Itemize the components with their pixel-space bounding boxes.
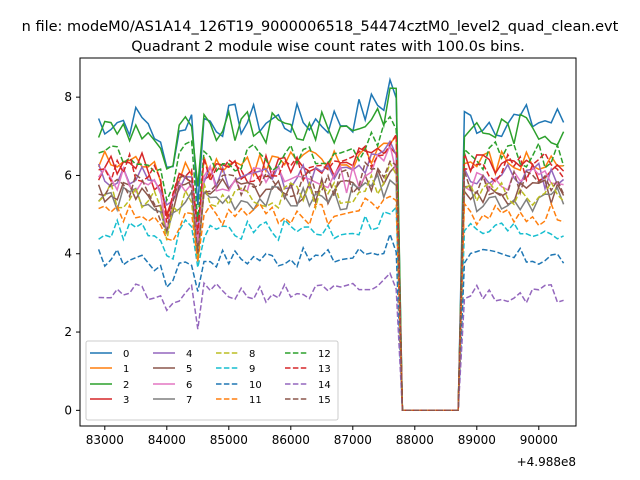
y-axis: 0 2 4 6 8 <box>64 90 80 417</box>
series-line-10 <box>97 231 565 412</box>
legend-label-11: 11 <box>249 395 262 406</box>
x-tick-label: 90000 <box>520 433 558 447</box>
x-tick-label: 83000 <box>86 433 124 447</box>
y-tick-label: 4 <box>64 247 72 261</box>
x-tick-label: 86000 <box>272 433 310 447</box>
series-line-11 <box>98 195 564 412</box>
x-tick-label: 89000 <box>458 433 496 447</box>
legend-label-1: 1 <box>123 364 129 375</box>
y-tick-label: 8 <box>64 90 72 104</box>
series-lines <box>97 76 565 412</box>
series-line-8 <box>98 160 565 412</box>
legend-label-14: 14 <box>318 380 331 391</box>
legend-label-5: 5 <box>186 364 192 375</box>
x-tick-label: 85000 <box>210 433 248 447</box>
x-axis: 83000 84000 85000 86000 87000 88000 89000 90000 <box>86 426 558 447</box>
legend-label-13: 13 <box>318 364 331 375</box>
figure-suptitle: n file: modeM0/AS1A14_126T19_9000006518_… <box>22 19 619 35</box>
legend-label-0: 0 <box>123 349 129 360</box>
series-line-12 <box>98 115 565 412</box>
series-line-2 <box>97 87 565 412</box>
legend-label-8: 8 <box>249 349 255 360</box>
series-line-13 <box>98 131 565 412</box>
legend-label-12: 12 <box>318 349 331 360</box>
legend-label-15: 15 <box>318 395 331 406</box>
legend-label-2: 2 <box>123 380 129 391</box>
legend-label-4: 4 <box>186 349 192 360</box>
legend-label-7: 7 <box>186 395 192 406</box>
series-line-4 <box>97 139 565 412</box>
legend-label-10: 10 <box>249 380 262 391</box>
chart-title: Quadrant 2 module wise count rates with … <box>131 39 525 55</box>
x-tick-label: 88000 <box>396 433 434 447</box>
legend-label-3: 3 <box>123 395 129 406</box>
legend-frame <box>85 340 339 421</box>
y-tick-label: 6 <box>64 168 72 182</box>
y-tick-label: 2 <box>64 325 72 339</box>
x-offset-label: +4.988e8 <box>517 455 576 469</box>
x-tick-label: 84000 <box>148 433 186 447</box>
legend-label-9: 9 <box>249 364 255 375</box>
plot-frame <box>79 57 577 427</box>
series-line-14 <box>98 271 564 412</box>
x-tick-label: 87000 <box>334 433 372 447</box>
series-line-15 <box>98 160 565 412</box>
series-line-7 <box>98 172 565 412</box>
legend-label-6: 6 <box>186 380 192 391</box>
series-line-9 <box>98 205 564 412</box>
y-tick-label: 0 <box>64 403 72 417</box>
